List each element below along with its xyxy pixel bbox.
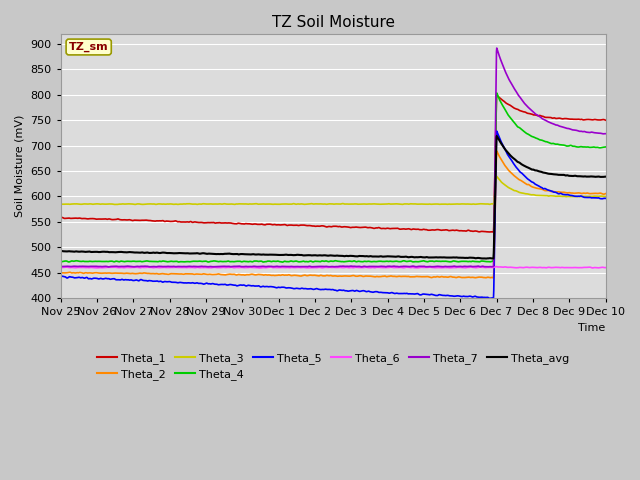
Line: Theta_4: Theta_4 — [61, 93, 605, 262]
Theta_4 — [602, 144, 609, 150]
Theta_1 — [84, 216, 92, 222]
Theta_4 — [308, 258, 316, 264]
Theta_1 — [602, 117, 609, 123]
Title: TZ Soil Moisture: TZ Soil Moisture — [271, 15, 395, 30]
Theta_3 — [322, 202, 330, 207]
Theta_1 — [586, 117, 594, 122]
Theta_4 — [493, 90, 500, 96]
Theta_avg — [57, 248, 65, 254]
Line: Theta_6: Theta_6 — [61, 266, 605, 268]
Theta_3 — [84, 201, 92, 207]
Theta_4 — [586, 144, 594, 150]
Theta_5 — [586, 194, 594, 200]
Theta_2 — [486, 275, 494, 281]
Theta_avg — [84, 249, 92, 254]
Theta_1 — [493, 92, 500, 98]
Theta_2 — [586, 191, 594, 196]
Theta_3 — [230, 202, 238, 207]
Theta_5 — [307, 286, 315, 292]
Theta_3 — [486, 202, 494, 207]
Theta_5 — [486, 295, 494, 301]
Theta_4 — [322, 258, 330, 264]
Theta_2 — [322, 273, 330, 278]
Line: Theta_3: Theta_3 — [61, 176, 605, 204]
Theta_5 — [586, 194, 594, 200]
Line: Theta_7: Theta_7 — [61, 48, 605, 267]
Theta_6 — [255, 265, 263, 271]
Theta_avg — [493, 133, 500, 139]
Theta_5 — [602, 195, 609, 201]
Theta_6 — [57, 265, 65, 271]
Theta_avg — [322, 252, 330, 258]
Theta_1 — [57, 215, 65, 220]
Text: TZ_sm: TZ_sm — [69, 42, 109, 52]
Theta_2 — [472, 275, 479, 281]
X-axis label: Time: Time — [579, 323, 605, 333]
Theta_3 — [493, 173, 500, 179]
Y-axis label: Soil Moisture (mV): Soil Moisture (mV) — [15, 115, 25, 217]
Theta_4 — [84, 259, 92, 264]
Theta_2 — [307, 272, 315, 278]
Theta_3 — [586, 193, 594, 199]
Theta_avg — [307, 252, 315, 258]
Theta_avg — [482, 256, 490, 262]
Theta_5 — [493, 128, 500, 134]
Theta_7 — [602, 131, 609, 137]
Theta_7 — [322, 264, 330, 269]
Theta_7 — [308, 264, 316, 270]
Theta_4 — [278, 259, 286, 265]
Theta_7 — [586, 130, 594, 135]
Line: Theta_1: Theta_1 — [61, 95, 605, 232]
Line: Theta_2: Theta_2 — [61, 151, 605, 278]
Theta_5 — [322, 286, 330, 292]
Theta_1 — [490, 229, 497, 235]
Theta_4 — [486, 259, 494, 264]
Theta_2 — [57, 270, 65, 276]
Theta_4 — [57, 259, 65, 265]
Theta_avg — [602, 174, 609, 180]
Theta_3 — [57, 201, 65, 207]
Theta_7 — [493, 45, 500, 51]
Theta_5 — [57, 274, 65, 279]
Theta_4 — [586, 144, 594, 150]
Theta_1 — [307, 223, 315, 228]
Theta_1 — [586, 117, 594, 122]
Legend: Theta_1, Theta_2, Theta_3, Theta_4, Theta_5, Theta_6, Theta_7, Theta_avg: Theta_1, Theta_2, Theta_3, Theta_4, Thet… — [92, 348, 574, 384]
Theta_7 — [105, 264, 113, 270]
Theta_5 — [486, 295, 493, 301]
Theta_1 — [322, 224, 330, 229]
Theta_2 — [586, 191, 594, 196]
Theta_7 — [84, 264, 92, 269]
Theta_6 — [322, 264, 330, 270]
Theta_6 — [308, 264, 316, 270]
Theta_7 — [586, 130, 594, 135]
Theta_1 — [486, 229, 493, 235]
Theta_6 — [586, 264, 594, 270]
Theta_avg — [486, 255, 494, 261]
Theta_7 — [486, 264, 494, 269]
Theta_avg — [586, 174, 594, 180]
Theta_3 — [308, 201, 316, 206]
Theta_6 — [586, 264, 594, 270]
Theta_7 — [57, 264, 65, 269]
Theta_6 — [493, 264, 500, 269]
Theta_avg — [586, 174, 594, 180]
Theta_2 — [84, 270, 92, 276]
Theta_3 — [586, 193, 594, 199]
Theta_6 — [602, 265, 609, 271]
Theta_2 — [602, 191, 609, 196]
Theta_5 — [84, 276, 92, 282]
Theta_6 — [84, 265, 92, 271]
Theta_3 — [602, 193, 609, 199]
Theta_6 — [486, 264, 494, 270]
Line: Theta_avg: Theta_avg — [61, 136, 605, 259]
Line: Theta_5: Theta_5 — [61, 131, 605, 298]
Theta_2 — [493, 148, 500, 154]
